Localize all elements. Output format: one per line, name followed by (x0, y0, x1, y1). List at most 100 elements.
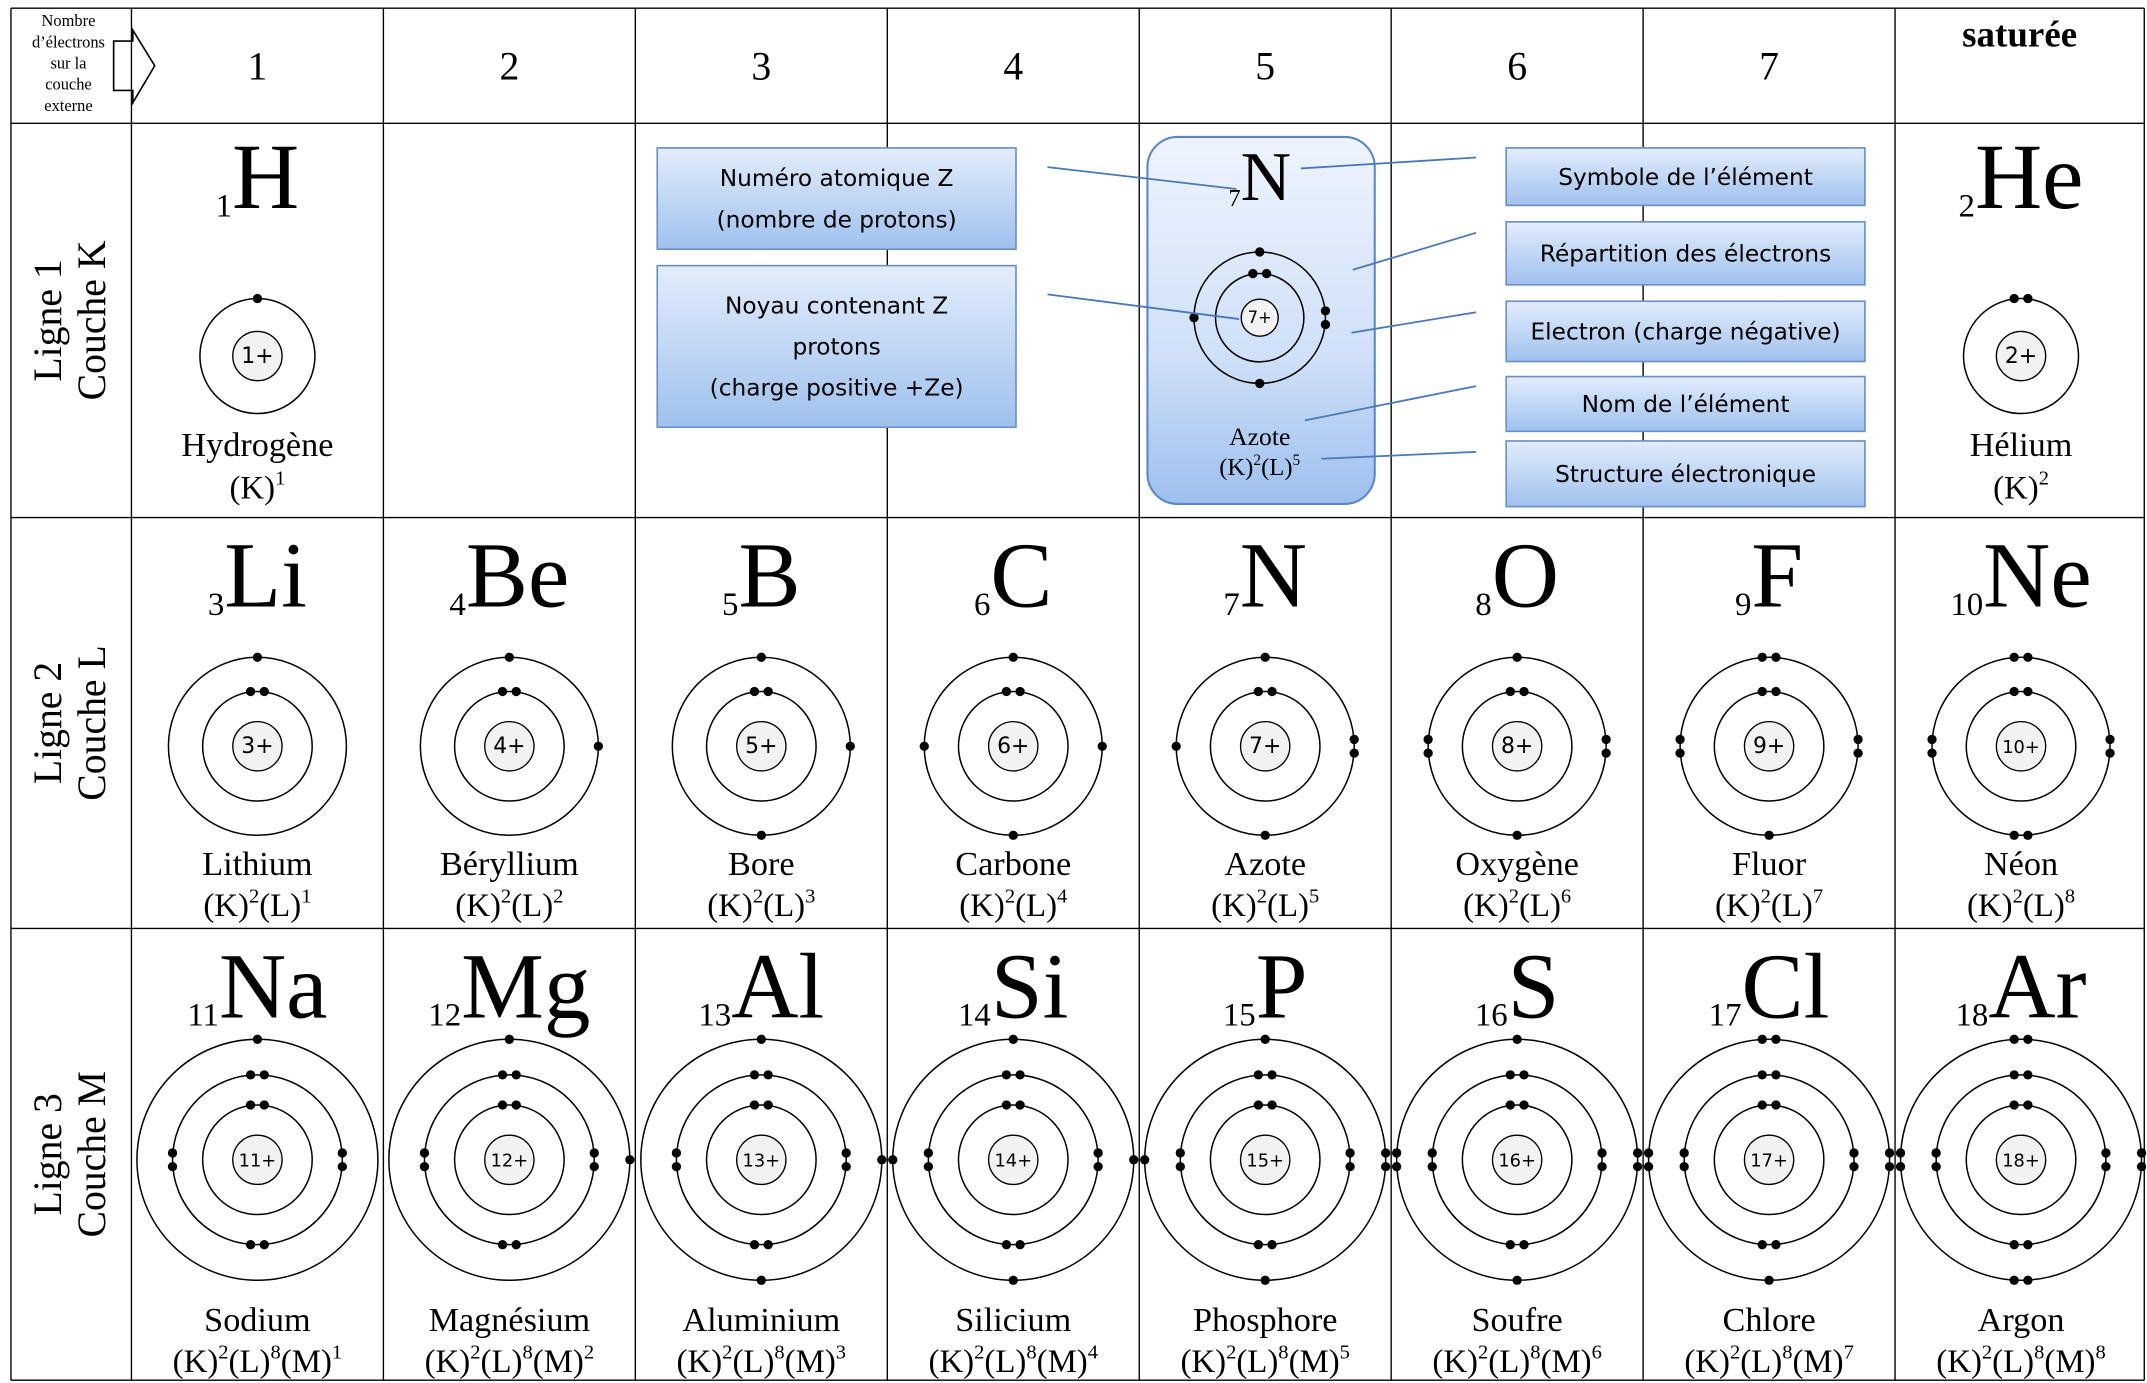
nucleus-charge: 13+ (743, 1151, 781, 1172)
shell-name: (L) (2023, 888, 2065, 924)
electron (1175, 1148, 1185, 1158)
electron (337, 1161, 347, 1172)
nucleus-charge: 4+ (493, 734, 525, 759)
electron (2023, 1240, 2033, 1250)
electron (763, 1100, 773, 1110)
electron (1643, 1148, 1654, 1158)
element-name: Lithium (202, 845, 313, 883)
electron (841, 1148, 851, 1158)
electron (2009, 1275, 2019, 1285)
element-name: Sodium (204, 1301, 311, 1339)
electron (1771, 1100, 1781, 1110)
electron (1423, 748, 1433, 758)
nucleus-charge: 11+ (239, 1151, 277, 1172)
atomic-number: 14 (958, 998, 991, 1034)
electron (1189, 313, 1199, 323)
shell-name: (K) (1936, 1344, 1982, 1380)
row-label: Ligne 3 (26, 1093, 70, 1215)
electron (497, 1240, 508, 1250)
element-name: Argon (1978, 1301, 2065, 1339)
electron (1001, 1070, 1012, 1080)
element-symbol: N (1241, 139, 1291, 216)
shell-count: 2 (218, 1341, 228, 1363)
element-symbol: S (1508, 935, 1560, 1038)
element-symbol: H (232, 126, 299, 229)
electron (1519, 1070, 1529, 1080)
shell-name: (M) (1289, 1344, 1340, 1380)
element-name: Magnésium (429, 1301, 591, 1339)
electron (2023, 1034, 2033, 1044)
electron (2009, 1034, 2019, 1044)
electron (2023, 293, 2033, 304)
row-label: Couche L (70, 645, 114, 800)
electron (337, 1148, 347, 1158)
nucleus-charge: 12+ (491, 1151, 529, 1172)
atomic-number: 1 (216, 188, 232, 224)
shell-name: (L) (511, 888, 553, 924)
electron (511, 686, 521, 697)
electron (2105, 748, 2115, 758)
element-symbol: He (1975, 126, 2084, 229)
electron (1267, 1100, 1277, 1110)
shell-name: (K) (425, 1344, 471, 1380)
electron (763, 1240, 773, 1250)
shell-count: 5 (1293, 452, 1301, 469)
column-header: 3 (751, 44, 771, 88)
electron (1927, 734, 1937, 745)
electron (756, 830, 766, 840)
electron (1015, 686, 1025, 697)
electron (2009, 1240, 2019, 1250)
nucleus (987, 720, 1039, 772)
electron (1853, 748, 1863, 758)
callout-line (1351, 311, 1477, 334)
column-header: 5 (1255, 44, 1275, 88)
shell-count: 5 (1309, 885, 1319, 907)
electron-shell (1461, 1104, 1573, 1216)
corner-text: sur la (50, 53, 87, 72)
electron (1757, 686, 1767, 697)
shell-count: 8 (2096, 1341, 2106, 1363)
electron (167, 1161, 178, 1172)
electron (1267, 1240, 1277, 1250)
electron-shell (1209, 690, 1321, 802)
nucleus (1995, 1134, 2047, 1186)
electron (2023, 1070, 2033, 1080)
atomic-number: 17 (1709, 998, 1742, 1034)
nucleus-charge: 15+ (1246, 1151, 1284, 1172)
electronic-structure: (K)2(L)8(M)7 (1684, 1341, 1853, 1380)
electron (749, 686, 760, 697)
callout-box (656, 147, 1017, 251)
electron (511, 1070, 521, 1080)
shell-name: (K) (677, 1344, 723, 1380)
shell-count: 2 (1730, 1341, 1740, 1363)
row-label: Ligne 2 (26, 662, 70, 784)
electron (1895, 1148, 1906, 1158)
shell-name: (L) (481, 1344, 523, 1380)
electron-shell (1209, 1104, 1321, 1216)
shell-count: 2 (470, 1341, 480, 1363)
electron (2101, 1148, 2111, 1158)
element-symbol: Si (991, 935, 1069, 1038)
electronic-structure: (K)2(L)8(M)5 (1180, 1341, 1350, 1380)
electron (1093, 1161, 1103, 1172)
element-name: Soufre (1472, 1301, 1563, 1339)
element-name: Phosphore (1193, 1301, 1337, 1339)
element-name: Néon (1984, 845, 2058, 883)
shell-count: 3 (805, 885, 815, 907)
shell-name: (K) (929, 1344, 975, 1380)
shell-name: (L) (1261, 454, 1292, 481)
electron (1931, 1161, 1941, 1172)
element-name: Bore (728, 845, 795, 883)
shell-name: (K) (1432, 1344, 1478, 1380)
nucleus (1491, 1134, 1543, 1186)
electron (259, 1240, 269, 1250)
shell-count: 6 (1592, 1341, 1602, 1363)
shell-count: 8 (1530, 1341, 1540, 1363)
electron (1015, 1070, 1025, 1080)
electron (1675, 748, 1685, 758)
shell-name: (L) (1740, 1344, 1782, 1380)
electron (1349, 748, 1359, 758)
atomic-number: 4 (449, 587, 465, 623)
electron (1140, 1155, 1150, 1165)
electron (511, 1100, 521, 1110)
